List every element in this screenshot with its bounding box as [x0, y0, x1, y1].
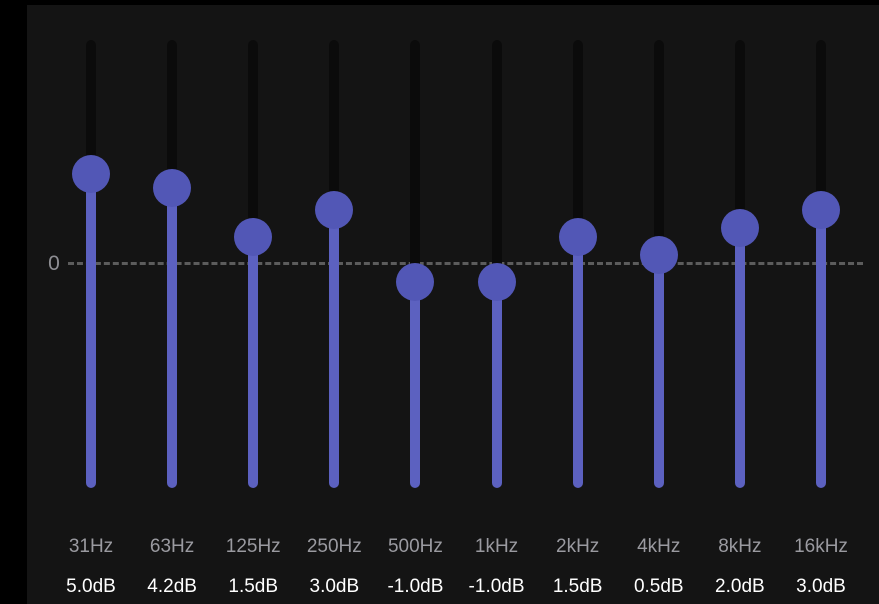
- band-16khz: 16kHz 3.0dB: [781, 0, 861, 604]
- slider-fill: [734, 228, 745, 488]
- gain-label: 2.0dB: [715, 576, 765, 597]
- zero-db-label: 0: [48, 252, 60, 275]
- band-4khz: 4kHz 0.5dB: [619, 0, 699, 604]
- band-500hz: 500Hz -1.0dB: [375, 0, 455, 604]
- slider-thumb[interactable]: [639, 236, 678, 274]
- frequency-label: 63Hz: [149, 536, 195, 557]
- slider-thumb[interactable]: [558, 218, 597, 256]
- band-8khz: 8kHz 2.0dB: [700, 0, 780, 604]
- slider-thumb[interactable]: [153, 169, 192, 208]
- slider-thumb[interactable]: [396, 263, 435, 301]
- band-1khz: 1kHz -1.0dB: [457, 0, 537, 604]
- slider-fill: [248, 237, 259, 488]
- frequency-label: 16kHz: [794, 536, 848, 557]
- frequency-label: 125Hz: [225, 536, 281, 557]
- slider-fill: [86, 174, 96, 488]
- slider-fill: [491, 282, 502, 488]
- gain-label: 3.0dB: [309, 576, 360, 597]
- band-125hz: 125Hz 1.5dB: [213, 0, 293, 604]
- slider-fill: [410, 282, 421, 488]
- slider-thumb[interactable]: [720, 209, 759, 247]
- frequency-label: 1kHz: [474, 536, 519, 557]
- frequency-label: 2kHz: [556, 536, 600, 557]
- slider-thumb[interactable]: [315, 191, 354, 229]
- band-2khz: 2kHz 1.5dB: [538, 0, 618, 604]
- frequency-label: 8kHz: [718, 536, 762, 557]
- gain-label: 1.5dB: [228, 576, 279, 597]
- band-31hz: 31Hz 5.0dB: [51, 0, 131, 604]
- slider-thumb[interactable]: [802, 191, 840, 229]
- slider-fill: [572, 237, 583, 488]
- slider-fill: [167, 188, 178, 488]
- frequency-label: 31Hz: [68, 536, 114, 557]
- gain-label: 0.5dB: [633, 576, 684, 597]
- frequency-label: 250Hz: [306, 536, 362, 557]
- frequency-label: 4kHz: [637, 536, 681, 557]
- gain-label: 4.2dB: [147, 576, 197, 597]
- gain-label: 5.0dB: [66, 576, 116, 597]
- zero-db-line: [68, 262, 863, 265]
- band-250hz: 250Hz 3.0dB: [294, 0, 374, 604]
- gain-label: -1.0dB: [468, 576, 525, 597]
- slider-fill: [329, 210, 340, 488]
- slider-fill: [816, 210, 826, 488]
- slider-thumb[interactable]: [72, 155, 110, 193]
- gain-label: 1.5dB: [552, 576, 603, 597]
- gain-label: -1.0dB: [387, 576, 444, 597]
- gain-label: 3.0dB: [796, 576, 846, 597]
- slider-fill: [653, 255, 664, 488]
- slider-thumb[interactable]: [234, 218, 273, 256]
- slider-thumb[interactable]: [477, 263, 516, 301]
- frequency-label: 500Hz: [387, 536, 443, 557]
- band-63hz: 63Hz 4.2dB: [132, 0, 212, 604]
